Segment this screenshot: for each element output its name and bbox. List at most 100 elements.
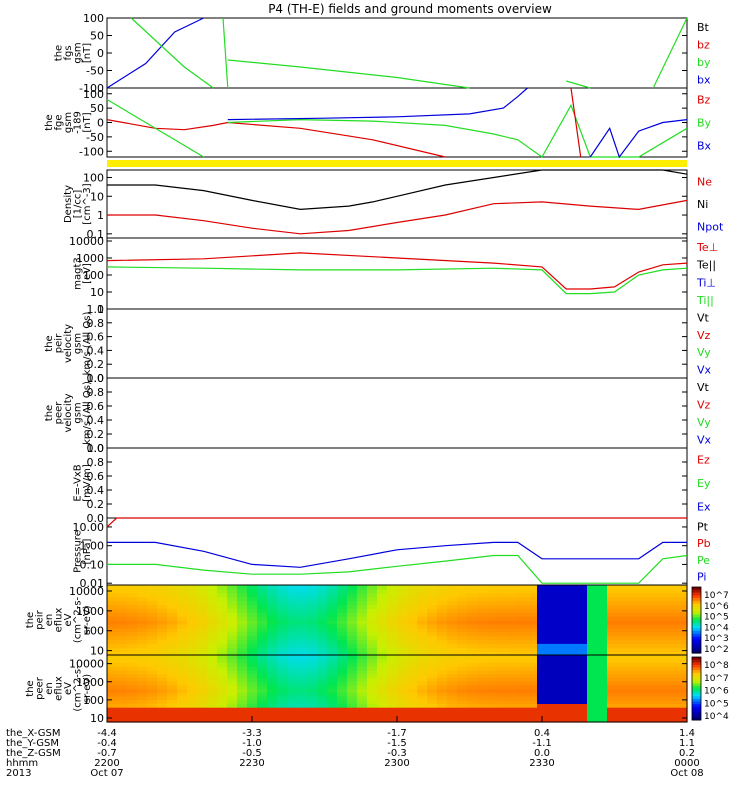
spectrogram-cell (327, 608, 338, 613)
spectrogram-cell (197, 588, 208, 594)
spectrogram-cell (617, 692, 628, 697)
colorbar-swatch (692, 675, 701, 679)
spectrogram-cell (607, 695, 618, 701)
spectrogram-cell (237, 718, 248, 723)
spectrogram-cell (317, 703, 328, 708)
spectrogram-cell (527, 662, 538, 667)
spectrogram-cell (347, 639, 358, 644)
spectrogram-cell (227, 616, 238, 621)
spectrogram-cell (437, 655, 448, 660)
spectrogram-cell (227, 612, 238, 617)
spectrogram-cell (207, 718, 218, 723)
spectrogram-cell (547, 673, 558, 678)
spectrogram-cell (437, 612, 448, 617)
spectrogram-cell (277, 647, 288, 652)
spectrogram-cell (427, 673, 438, 678)
spectrogram-cell (197, 592, 208, 598)
spectrogram-cell (617, 662, 628, 667)
spectrogram-cell (437, 608, 448, 613)
spectrogram-cell (227, 688, 238, 693)
spectrogram-cell (597, 714, 608, 719)
y-tick-label: 10000 (69, 235, 104, 248)
spectrogram-cell (547, 631, 558, 637)
spectrogram-cell (657, 612, 668, 617)
y-axis-label: eV (63, 682, 74, 695)
y-axis-label: km/s (All Qs) (82, 312, 93, 376)
spectrogram-cell (437, 627, 448, 633)
y-tick-label: 0.8 (87, 456, 105, 469)
legend-pe: Pe (697, 554, 710, 567)
spectrogram-cell (517, 635, 528, 641)
spectrogram-cell (317, 635, 328, 641)
spectrogram-cell (507, 600, 518, 606)
spectrogram-cell (677, 695, 688, 701)
spectrogram-cell (207, 666, 218, 671)
y-axis-label: eflux (54, 676, 65, 701)
spectrogram-cell (527, 669, 538, 675)
spectrogram-cell (417, 710, 428, 716)
spectrogram-cell (177, 588, 188, 594)
spectrogram-cell (557, 710, 568, 716)
spectrogram-cell (567, 631, 578, 637)
spectrogram-cell (547, 635, 558, 641)
spectrogram-cell (637, 707, 648, 712)
spectrogram-cell (557, 604, 568, 609)
spectrogram-cell (347, 681, 358, 686)
spectrogram-cell (417, 647, 428, 652)
spectrogram-cell (677, 592, 688, 598)
spectrogram-cell (577, 631, 588, 637)
spectrogram-cell (157, 604, 168, 609)
spectrogram-cell (647, 684, 658, 690)
spectrogram-cell (617, 673, 628, 678)
spectrogram-cell (267, 612, 278, 617)
y-tick-label: 0.0 (87, 442, 105, 455)
spectrogram-cell (307, 635, 318, 641)
spectrogram-cell (187, 647, 198, 652)
spectrogram-cell (567, 600, 578, 606)
spectrogram-cell (527, 612, 538, 617)
legend-bt: Bt (697, 21, 710, 34)
x-row-value: 2330 (529, 758, 554, 769)
spectrogram-cell (657, 703, 668, 708)
spectrogram-cell (107, 695, 118, 701)
spectrogram-cell (317, 647, 328, 652)
spectrogram-cell (167, 699, 178, 704)
spectrogram-cell (457, 666, 468, 671)
spectrogram-cell (547, 684, 558, 690)
spectrogram-cell (307, 714, 318, 719)
spectrogram-cell (147, 655, 158, 660)
spectrogram-cell (247, 608, 258, 613)
spectrogram-cell (627, 666, 638, 671)
spectrogram-cell (297, 635, 308, 641)
spectrogram-cell (677, 620, 688, 625)
spectrogram-cell (157, 639, 168, 644)
legend-vy: Vy (697, 416, 711, 429)
spectrogram-cell (557, 692, 568, 697)
spectrogram-cell (207, 707, 218, 712)
spectrogram-cell (617, 703, 628, 708)
spectrogram-cell (657, 718, 668, 723)
spectrogram-cell (127, 699, 138, 704)
spectrogram-cell (107, 669, 118, 675)
spectrogram-cell (227, 588, 238, 594)
spectrogram-cell (317, 699, 328, 704)
spectrogram-cell (467, 585, 478, 590)
spectrogram-cell (447, 688, 458, 693)
spectrogram-cell (387, 658, 398, 663)
spectrogram-cell (447, 703, 458, 708)
spectrogram-cell (127, 684, 138, 690)
spectrogram-cell (187, 620, 198, 625)
spectrogram-cell (147, 600, 158, 606)
spectrogram-cell (377, 596, 388, 602)
spectrogram-cell (347, 695, 358, 701)
spectrogram-cell (457, 639, 468, 644)
legend-vt: Vt (697, 312, 710, 325)
spectrogram-cell (387, 669, 398, 675)
spectrogram-cell (297, 627, 308, 633)
spectrogram-cell (467, 658, 478, 663)
spectrogram-cell (437, 669, 448, 675)
spectrogram-cell (417, 655, 428, 660)
spectrogram-cell (137, 669, 148, 675)
spectrogram-cell (627, 647, 638, 652)
spectrogram-cell (497, 627, 508, 633)
